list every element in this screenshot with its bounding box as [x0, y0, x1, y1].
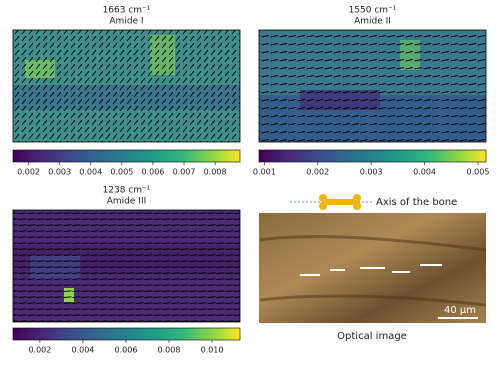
- colorbar-tick-label: 0.005: [110, 168, 133, 177]
- colorbar-tick-label: 0.004: [71, 346, 94, 355]
- panel-subtitle: Amide II: [354, 17, 391, 27]
- map-amide-iii: [12, 209, 241, 323]
- axis-label: Axis of the bone: [376, 197, 457, 208]
- colorbar-tick-label: 0.008: [158, 346, 181, 355]
- colorbar-tick-label: 0.003: [360, 168, 383, 177]
- optical-caption: Optical image: [337, 331, 407, 342]
- colorbar-tick-label: 0.007: [173, 168, 196, 177]
- optical-panel: Axis of the bone 40 μm Optical image: [259, 194, 487, 342]
- panel-title: 1550 cm⁻¹: [349, 6, 397, 16]
- colorbar-tick-label: 0.001: [253, 168, 276, 177]
- scale-label: 40 μm: [444, 305, 476, 316]
- colorbar: [12, 327, 241, 341]
- colorbar-tick-label: 0.006: [115, 346, 138, 355]
- panel-subtitle: Amide I: [109, 17, 143, 27]
- colorbar-tick-label: 0.008: [204, 168, 227, 177]
- colorbar-tick-label: 0.006: [141, 168, 164, 177]
- colorbar-tick-label: 0.002: [28, 346, 51, 355]
- colorbar-tick-label: 0.002: [306, 168, 329, 177]
- map-amide-i: [12, 29, 241, 143]
- colorbar-tick-label: 0.004: [413, 168, 436, 177]
- colorbar-tick-label: 0.003: [48, 168, 71, 177]
- bone-icon: [319, 194, 361, 210]
- colorbar-tick-label: 0.004: [79, 168, 102, 177]
- map-amide-ii: [258, 29, 487, 143]
- colorbar-tick-label: 0.002: [17, 168, 40, 177]
- colorbar: [258, 149, 487, 163]
- colorbar-tick-label: 0.005: [467, 168, 490, 177]
- colorbar: [12, 149, 241, 163]
- panel-subtitle: Amide III: [107, 197, 147, 207]
- panel-title: 1663 cm⁻¹: [103, 6, 151, 16]
- panel-title: 1238 cm⁻¹: [103, 186, 151, 196]
- colorbar-tick-label: 0.010: [201, 346, 224, 355]
